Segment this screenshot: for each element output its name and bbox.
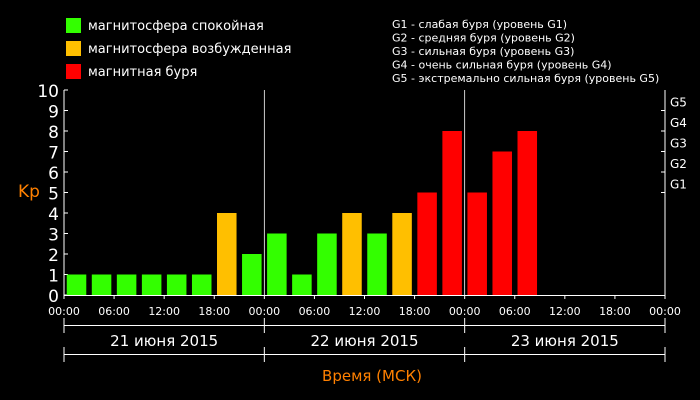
x-tick-label: 00:00: [48, 305, 80, 318]
y-tick-label: 6: [48, 164, 59, 184]
kp-bar: [141, 274, 162, 295]
y-tick-label: 0: [48, 287, 59, 307]
x-tick-label: 00:00: [649, 305, 681, 318]
kp-bar: [417, 192, 437, 295]
x-tick-label: 18:00: [599, 305, 631, 318]
kp-bar: [242, 254, 262, 295]
x-tick-label: 12:00: [349, 305, 381, 318]
kp-bar: [492, 151, 512, 295]
x-tick-label: 06:00: [98, 305, 130, 318]
kp-bar: [66, 274, 87, 295]
y-axis-title: Kp: [18, 182, 40, 202]
kp-bar: [91, 274, 112, 295]
kp-bar: [342, 213, 362, 295]
kp-bar: [367, 233, 387, 295]
day-label: 23 июня 2015: [511, 332, 619, 350]
day-label: 21 июня 2015: [110, 332, 218, 350]
y-tick-label: 8: [48, 123, 59, 143]
storm-level-label: G1 - слабая буря (уровень G1): [392, 18, 567, 31]
g-tick-label: G5: [670, 96, 687, 110]
storm-level-label: G3 - сильная буря (уровень G3): [392, 45, 574, 58]
kp-bar: [217, 213, 237, 295]
storm-level-legend: G1 - слабая буря (уровень G1)G2 - средня…: [392, 18, 659, 85]
day-label: 22 июня 2015: [310, 332, 418, 350]
g-tick-label: G1: [670, 178, 687, 192]
x-tick-label: 06:00: [499, 305, 531, 318]
x-tick-label: 18:00: [399, 305, 431, 318]
g-tick-label: G2: [670, 157, 687, 171]
x-tick-label: 06:00: [299, 305, 331, 318]
storm-level-label: G4 - очень сильная буря (уровень G4): [392, 59, 612, 72]
g-tick-label: G3: [670, 137, 687, 151]
storm-level-label: G5 - экстремально сильная буря (уровень …: [392, 72, 659, 85]
legend-label: магнитосфера спокойная: [88, 19, 264, 34]
y-tick-label: 10: [37, 82, 59, 102]
kp-bar: [392, 213, 412, 295]
y-tick-label: 4: [48, 205, 59, 225]
kp-bar: [166, 274, 187, 295]
kp-bar: [517, 131, 538, 295]
y-tick-label: 5: [48, 185, 59, 205]
x-tick-label: 18:00: [198, 305, 230, 318]
legend-swatch: [66, 64, 81, 79]
legend-label: магнитосфера возбужденная: [88, 42, 291, 57]
legend: магнитосфера спокойная магнитосфера возбу…: [66, 18, 291, 80]
x-axis: 00:00 06:00 12:00 18:00 00:00 06:00 12:00 18:00…: [48, 295, 681, 385]
y-tick-label: 1: [48, 267, 59, 287]
storm-level-label: G2 - средняя буря (уровень G2): [392, 32, 575, 45]
x-axis-title: Время (МСК): [322, 367, 422, 385]
kp-bar: [267, 233, 287, 295]
kp-bar: [317, 233, 337, 295]
legend-label: магнитная буря: [88, 65, 197, 80]
g-tick-label: G4: [670, 116, 687, 130]
legend-swatch: [66, 41, 81, 56]
x-tick-label: 00:00: [449, 305, 481, 318]
kp-bar: [191, 274, 212, 295]
x-tick-label: 12:00: [549, 305, 581, 318]
bars: [66, 131, 538, 295]
x-tick-label: 00:00: [248, 305, 280, 318]
kp-bar: [442, 131, 462, 295]
y-tick-label: 7: [48, 144, 59, 164]
y-tick-label: 9: [48, 103, 59, 123]
y-tick-label: 2: [48, 246, 59, 266]
kp-bar: [467, 192, 487, 295]
y-tick-label: 3: [48, 226, 59, 246]
x-tick-label: 12:00: [148, 305, 180, 318]
kp-bar: [292, 274, 312, 295]
kp-bar: [116, 274, 137, 295]
legend-swatch: [66, 18, 81, 33]
